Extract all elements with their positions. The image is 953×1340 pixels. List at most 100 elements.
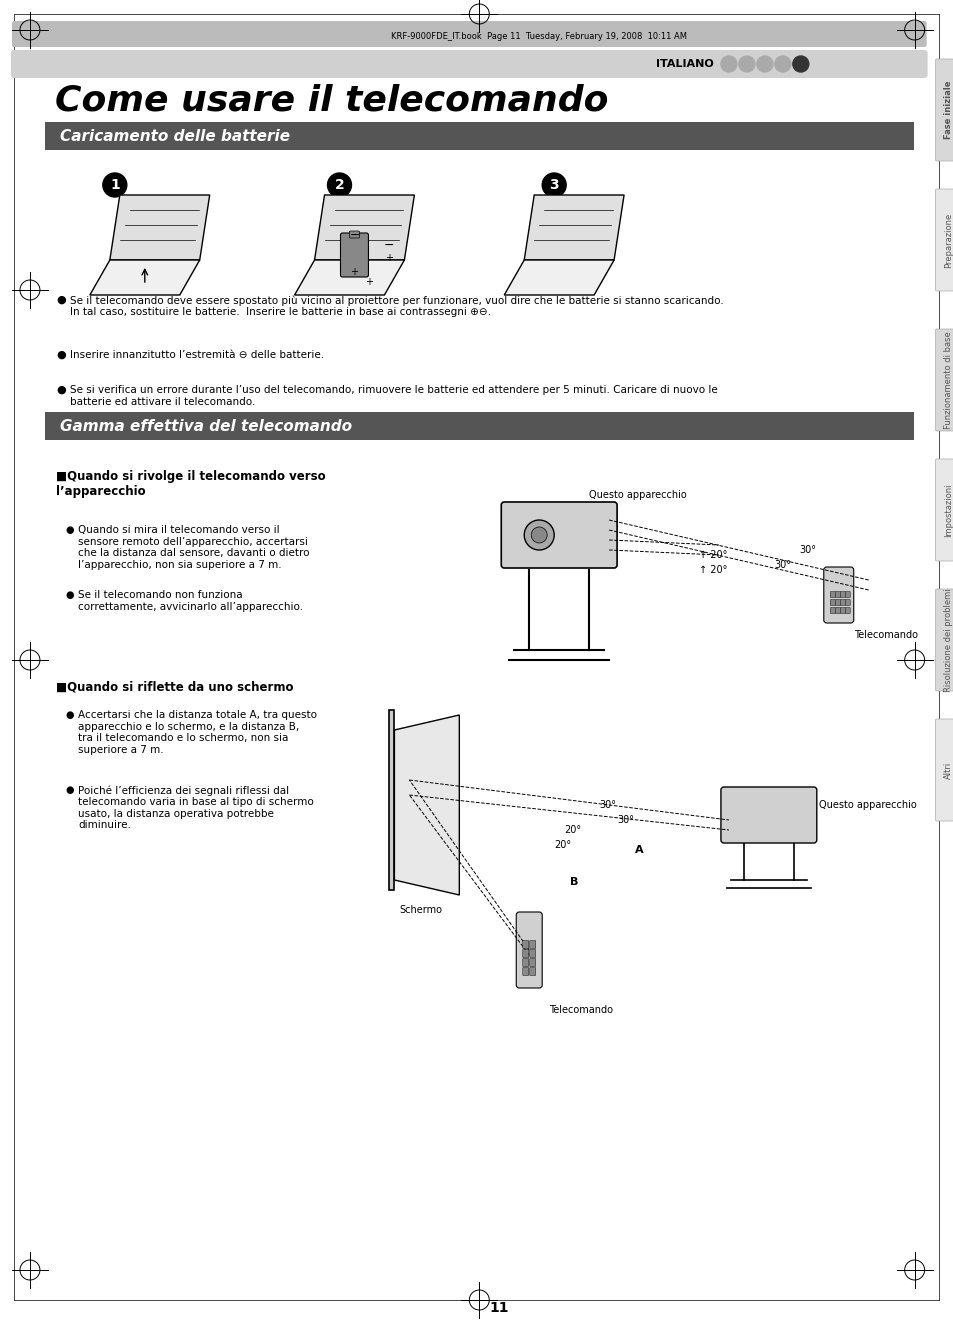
Text: 20°: 20° bbox=[554, 840, 571, 850]
FancyBboxPatch shape bbox=[844, 607, 849, 614]
Polygon shape bbox=[110, 196, 210, 260]
Text: KRF-9000FDE_IT.book  Page 11  Tuesday, February 19, 2008  10:11 AM: KRF-9000FDE_IT.book Page 11 Tuesday, Feb… bbox=[391, 32, 686, 40]
FancyBboxPatch shape bbox=[829, 591, 835, 598]
Text: 30°: 30° bbox=[773, 560, 790, 570]
Text: ●: ● bbox=[56, 295, 66, 306]
Text: 11: 11 bbox=[489, 1301, 509, 1315]
FancyBboxPatch shape bbox=[500, 502, 617, 568]
FancyBboxPatch shape bbox=[835, 591, 840, 598]
FancyBboxPatch shape bbox=[829, 607, 835, 614]
FancyBboxPatch shape bbox=[522, 950, 528, 958]
Text: −: − bbox=[384, 239, 395, 252]
Text: ●: ● bbox=[66, 590, 74, 600]
Text: Fase iniziale: Fase iniziale bbox=[943, 80, 952, 139]
Text: −: − bbox=[349, 229, 359, 241]
Text: Se il telecomando deve essere spostato più vicino al proiettore per funzionare, : Se il telecomando deve essere spostato p… bbox=[70, 295, 723, 318]
Text: Altri: Altri bbox=[943, 761, 952, 779]
FancyBboxPatch shape bbox=[829, 599, 835, 606]
Text: 2: 2 bbox=[335, 178, 344, 192]
Circle shape bbox=[524, 520, 554, 549]
Text: Se si verifica un errore durante l’uso del telecomando, rimuovere le batterie ed: Se si verifica un errore durante l’uso d… bbox=[70, 385, 717, 406]
Polygon shape bbox=[394, 716, 458, 895]
FancyBboxPatch shape bbox=[844, 599, 849, 606]
FancyBboxPatch shape bbox=[45, 411, 913, 440]
Text: Funzionamento di base: Funzionamento di base bbox=[943, 331, 952, 429]
Text: Preparazione: Preparazione bbox=[943, 212, 952, 268]
Text: Risoluzione dei problemi: Risoluzione dei problemi bbox=[943, 588, 952, 691]
Text: ↑ 20°: ↑ 20° bbox=[699, 565, 726, 575]
Text: ●: ● bbox=[66, 785, 74, 795]
Text: Questo apparecchio: Questo apparecchio bbox=[818, 800, 916, 809]
FancyBboxPatch shape bbox=[935, 720, 953, 821]
Circle shape bbox=[541, 173, 565, 197]
Circle shape bbox=[531, 527, 547, 543]
Text: Schermo: Schermo bbox=[399, 905, 442, 915]
Text: Telecomando: Telecomando bbox=[853, 630, 917, 641]
FancyBboxPatch shape bbox=[840, 591, 844, 598]
Text: ■Quando si rivolge il telecomando verso
l’apparecchio: ■Quando si rivolge il telecomando verso … bbox=[56, 470, 325, 498]
Text: Gamma effettiva del telecomando: Gamma effettiva del telecomando bbox=[60, 418, 352, 434]
FancyBboxPatch shape bbox=[720, 787, 816, 843]
Text: +: + bbox=[365, 277, 373, 287]
FancyBboxPatch shape bbox=[935, 59, 953, 161]
Text: Caricamento delle batterie: Caricamento delle batterie bbox=[60, 129, 290, 143]
Text: Questo apparecchio: Questo apparecchio bbox=[589, 490, 686, 500]
FancyBboxPatch shape bbox=[840, 599, 844, 606]
FancyBboxPatch shape bbox=[840, 607, 844, 614]
FancyBboxPatch shape bbox=[11, 50, 926, 78]
FancyBboxPatch shape bbox=[522, 958, 528, 966]
FancyBboxPatch shape bbox=[45, 122, 913, 150]
FancyBboxPatch shape bbox=[529, 941, 536, 949]
FancyBboxPatch shape bbox=[823, 567, 853, 623]
FancyBboxPatch shape bbox=[529, 967, 536, 976]
FancyBboxPatch shape bbox=[340, 233, 368, 277]
Text: +: + bbox=[350, 267, 358, 277]
Circle shape bbox=[792, 56, 808, 72]
FancyBboxPatch shape bbox=[935, 590, 953, 691]
Text: B: B bbox=[569, 876, 578, 887]
Text: ↑ 20°: ↑ 20° bbox=[699, 549, 726, 560]
Circle shape bbox=[720, 56, 736, 72]
Polygon shape bbox=[294, 260, 404, 295]
FancyBboxPatch shape bbox=[835, 599, 840, 606]
Text: 30°: 30° bbox=[798, 545, 815, 555]
Polygon shape bbox=[314, 196, 414, 260]
Polygon shape bbox=[504, 260, 614, 295]
Text: 20°: 20° bbox=[563, 825, 580, 835]
FancyBboxPatch shape bbox=[522, 967, 528, 976]
FancyBboxPatch shape bbox=[516, 913, 541, 988]
Text: Quando si mira il telecomando verso il
sensore remoto dell’apparecchio, accertar: Quando si mira il telecomando verso il s… bbox=[78, 525, 309, 569]
FancyBboxPatch shape bbox=[844, 591, 849, 598]
Text: Inserire innanzitutto l’estremità ⊖ delle batterie.: Inserire innanzitutto l’estremità ⊖ dell… bbox=[70, 350, 324, 360]
FancyBboxPatch shape bbox=[389, 710, 394, 890]
Text: ITALIANO: ITALIANO bbox=[656, 59, 713, 68]
FancyBboxPatch shape bbox=[935, 189, 953, 291]
Text: ●: ● bbox=[66, 525, 74, 535]
Circle shape bbox=[739, 56, 754, 72]
Text: Accertarsi che la distanza totale A, tra questo
apparecchio e lo schermo, e la d: Accertarsi che la distanza totale A, tra… bbox=[78, 710, 316, 754]
Text: 30°: 30° bbox=[598, 800, 616, 809]
FancyBboxPatch shape bbox=[835, 607, 840, 614]
FancyBboxPatch shape bbox=[935, 460, 953, 561]
Text: A: A bbox=[634, 846, 642, 855]
Text: 3: 3 bbox=[549, 178, 558, 192]
FancyBboxPatch shape bbox=[349, 230, 359, 239]
Circle shape bbox=[774, 56, 790, 72]
Text: Poiché l’efficienza dei segnali riflessi dal
telecomando varia in base al tipo d: Poiché l’efficienza dei segnali riflessi… bbox=[78, 785, 314, 831]
Text: Impostazioni: Impostazioni bbox=[943, 484, 952, 537]
Text: ●: ● bbox=[56, 385, 66, 395]
Text: ■Quando si riflette da uno schermo: ■Quando si riflette da uno schermo bbox=[56, 679, 294, 693]
FancyBboxPatch shape bbox=[529, 958, 536, 966]
FancyBboxPatch shape bbox=[529, 950, 536, 958]
Text: +: + bbox=[385, 253, 393, 263]
Circle shape bbox=[327, 173, 351, 197]
Text: ●: ● bbox=[66, 710, 74, 720]
Polygon shape bbox=[524, 196, 623, 260]
Text: 30°: 30° bbox=[617, 815, 634, 825]
Text: 1: 1 bbox=[110, 178, 119, 192]
FancyBboxPatch shape bbox=[522, 941, 528, 949]
Circle shape bbox=[756, 56, 772, 72]
Circle shape bbox=[103, 173, 127, 197]
FancyBboxPatch shape bbox=[12, 21, 925, 47]
Text: ●: ● bbox=[56, 350, 66, 360]
